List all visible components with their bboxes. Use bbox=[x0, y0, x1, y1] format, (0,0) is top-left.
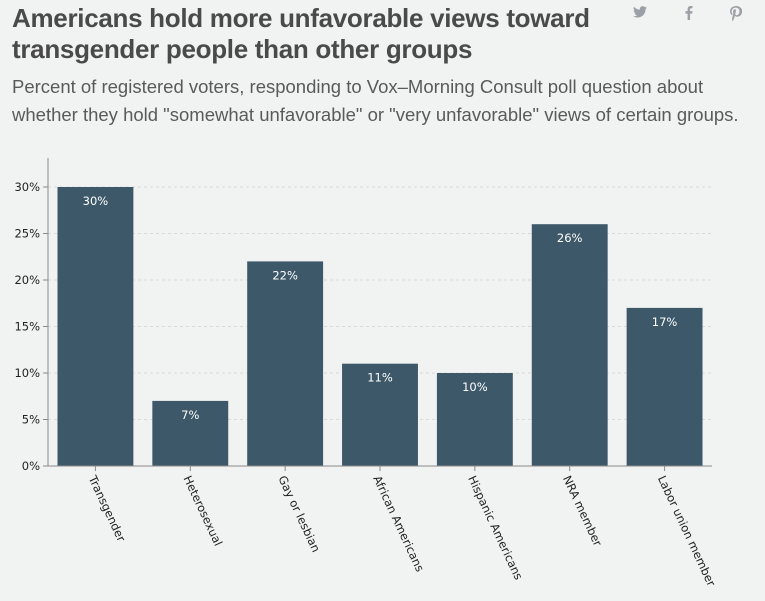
x-tick-label: Heterosexual bbox=[181, 473, 226, 548]
bar bbox=[342, 363, 418, 466]
x-tick-label: Transgender bbox=[85, 472, 128, 544]
pinterest-share-button[interactable] bbox=[725, 4, 747, 24]
y-tick-label: 20% bbox=[14, 273, 40, 287]
x-tick-label: Gay or lesbian bbox=[275, 473, 323, 554]
bar bbox=[436, 373, 513, 466]
x-axis-categories: Transgender Heterosexual Gay or lesbian Afr… bbox=[85, 466, 719, 589]
data-label: 7% bbox=[181, 408, 199, 422]
y-axis-ticks: 0% 5% 10% 15% 20% 25% 30% bbox=[14, 180, 48, 473]
data-label: 26% bbox=[557, 231, 583, 245]
facebook-share-button[interactable] bbox=[678, 4, 700, 24]
y-tick-label: 0% bbox=[22, 459, 40, 473]
y-tick-label: 10% bbox=[14, 366, 40, 380]
bar bbox=[57, 187, 134, 466]
y-tick-label: 5% bbox=[22, 413, 40, 427]
data-label: 11% bbox=[367, 371, 393, 385]
bar bbox=[152, 400, 229, 466]
x-tick-label: Labor union member bbox=[655, 473, 719, 588]
facebook-icon bbox=[685, 6, 693, 20]
twitter-icon bbox=[633, 6, 647, 18]
bar bbox=[531, 224, 608, 466]
data-label: 17% bbox=[652, 315, 678, 329]
bar bbox=[247, 261, 324, 466]
y-tick-label: 25% bbox=[14, 227, 40, 241]
y-tick-label: 15% bbox=[14, 320, 40, 334]
bar bbox=[626, 307, 703, 466]
bars bbox=[57, 187, 703, 466]
x-tick-label: NRA member bbox=[560, 473, 605, 548]
data-label: 30% bbox=[83, 194, 109, 208]
chart-subtitle: Percent of registered voters, responding… bbox=[12, 76, 739, 125]
pinterest-icon bbox=[730, 6, 742, 21]
y-tick-label: 30% bbox=[14, 180, 40, 194]
chart-title: Americans hold more unfavorable views to… bbox=[12, 3, 590, 64]
data-labels: 30% 7% 22% 11% 10% 26% 17% bbox=[83, 194, 678, 422]
data-label: 10% bbox=[462, 380, 488, 394]
twitter-share-button[interactable] bbox=[629, 4, 651, 24]
data-label: 22% bbox=[272, 268, 298, 282]
x-tick-label: African Americans bbox=[370, 473, 427, 574]
x-tick-label: Hispanic Americans bbox=[465, 473, 526, 582]
